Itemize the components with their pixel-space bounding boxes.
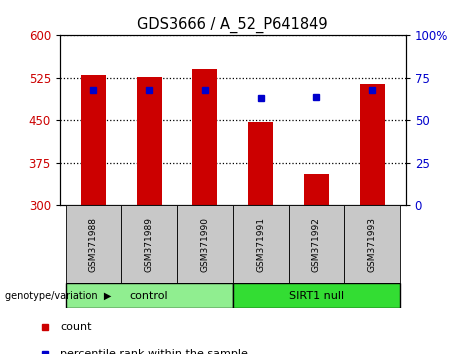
- Bar: [360, 84, 385, 205]
- Text: GSM371988: GSM371988: [89, 217, 98, 272]
- Bar: [233, 205, 289, 283]
- Bar: [289, 205, 344, 283]
- Text: control: control: [130, 291, 168, 301]
- Bar: [65, 283, 233, 308]
- Text: GSM371992: GSM371992: [312, 217, 321, 272]
- Text: SIRT1 null: SIRT1 null: [289, 291, 344, 301]
- Bar: [65, 205, 121, 283]
- Bar: [304, 174, 329, 205]
- Bar: [81, 75, 106, 205]
- Text: GSM371993: GSM371993: [368, 217, 377, 272]
- Bar: [121, 205, 177, 283]
- Bar: [233, 283, 400, 308]
- Text: GSM371989: GSM371989: [145, 217, 154, 272]
- Text: genotype/variation  ▶: genotype/variation ▶: [5, 291, 111, 301]
- Bar: [248, 122, 273, 205]
- Bar: [344, 205, 400, 283]
- Text: count: count: [60, 322, 92, 332]
- Bar: [177, 205, 233, 283]
- Text: percentile rank within the sample: percentile rank within the sample: [60, 349, 248, 354]
- Text: GSM371990: GSM371990: [201, 217, 209, 272]
- Bar: [136, 77, 162, 205]
- Bar: [192, 69, 218, 205]
- Title: GDS3666 / A_52_P641849: GDS3666 / A_52_P641849: [137, 16, 328, 33]
- Text: GSM371991: GSM371991: [256, 217, 265, 272]
